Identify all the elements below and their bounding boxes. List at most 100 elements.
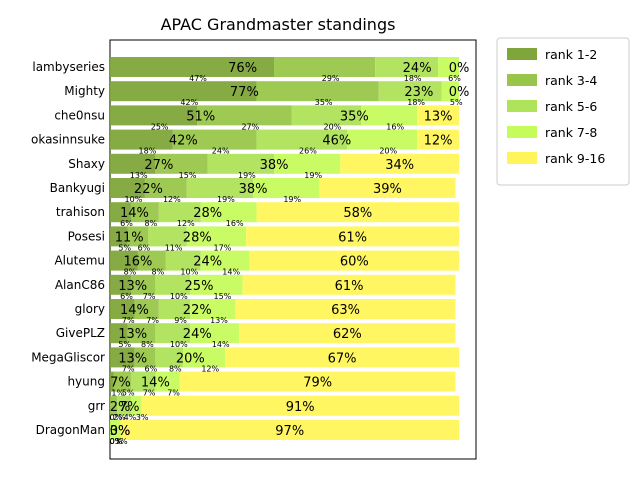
group-label: 23% (404, 85, 433, 100)
segment-label: 18% (407, 98, 425, 107)
group-label: 13% (118, 327, 147, 342)
group-label: 7% (110, 376, 131, 391)
segment-label: 2% (113, 413, 126, 422)
bar-segment (155, 371, 180, 392)
bar-segment (172, 129, 257, 150)
group-label: 67% (328, 351, 357, 366)
segment-label: 12% (177, 219, 195, 228)
legend-label: rank 9-16 (545, 151, 605, 166)
segment-label: 6% (145, 364, 158, 373)
legend-label: rank 3-4 (545, 73, 597, 88)
segment-label: 10% (170, 292, 188, 301)
bar-segment (120, 420, 459, 440)
bar-segment (256, 81, 379, 102)
bar-segment (155, 323, 191, 344)
segment-label: 8% (152, 268, 165, 277)
segment-label: 9% (174, 316, 187, 325)
bar-segment (155, 347, 184, 368)
group-label: 24% (193, 255, 222, 270)
segment-label: 7% (122, 364, 135, 373)
player-label: hyung (67, 375, 105, 389)
segment-label: 15% (214, 292, 232, 301)
segment-label: 8% (141, 340, 154, 349)
bar-segment (110, 274, 131, 295)
segment-label: 42% (180, 98, 198, 107)
bar-segment (186, 226, 247, 247)
segment-label: 5% (118, 340, 131, 349)
group-label: 14% (120, 206, 149, 221)
group-label: 13% (118, 351, 147, 366)
bar-segment (155, 274, 191, 295)
bar-segment (235, 299, 456, 319)
player-label: Bankyugi (50, 181, 105, 195)
segment-label: 0% (110, 437, 123, 446)
segment-label: 26% (299, 147, 317, 156)
group-label: 46% (322, 134, 351, 149)
segment-label: 15% (179, 171, 197, 180)
group-label: 16% (123, 255, 152, 270)
player-label: okasinnsuke (31, 133, 105, 147)
bar-segment (134, 299, 159, 319)
segment-label: 0% (110, 437, 123, 446)
bar-segment (110, 178, 145, 198)
segment-label: 3% (136, 413, 149, 422)
legend-label: rank 5-6 (545, 99, 597, 114)
segment-label: 6% (448, 74, 461, 83)
bar-segment (110, 226, 128, 247)
bar-segment (165, 250, 201, 271)
bar-segment (110, 202, 131, 223)
group-label: 77% (230, 85, 259, 100)
group-label: 24% (183, 327, 212, 342)
bar-segment (417, 129, 459, 150)
bar-segment (155, 153, 208, 174)
group-label: 79% (303, 376, 332, 391)
bar-segment (347, 129, 418, 150)
chart-title: APAC Grandmaster standings (161, 15, 396, 34)
segment-label: 5% (122, 389, 135, 398)
group-label: 35% (340, 109, 369, 124)
bar-segment (291, 105, 362, 126)
segment-label: 11% (165, 243, 183, 252)
bar-segment (110, 371, 114, 392)
bar-segment (378, 81, 442, 102)
bar-segment (148, 226, 187, 247)
bar-segment (274, 153, 341, 174)
player-label: glory (75, 302, 105, 316)
segment-label: 17% (214, 243, 232, 252)
legend-label: rank 1-2 (545, 47, 597, 62)
segment-label: 8% (145, 219, 158, 228)
group-label: 0% (449, 85, 470, 100)
bar-segment (110, 323, 128, 344)
group-label: 76% (228, 61, 257, 76)
segment-label: 14% (222, 268, 240, 277)
segment-label: 25% (151, 122, 169, 131)
bar-segment (340, 153, 459, 174)
legend-label: rank 7-8 (545, 125, 597, 140)
player-label: Mighty (64, 84, 105, 98)
segment-label: 6% (120, 219, 133, 228)
bar-segment (130, 274, 156, 295)
player-label: Posesi (68, 229, 105, 243)
bar-segment (256, 202, 459, 223)
segment-label: 7% (167, 389, 180, 398)
bar-segment (375, 57, 439, 77)
bar-segment (186, 178, 254, 198)
player-label: lambyseries (32, 60, 105, 74)
bar-segment (134, 347, 156, 368)
group-label: 60% (340, 255, 369, 270)
segment-label: 16% (386, 122, 404, 131)
bar-segment (319, 178, 456, 198)
group-label: 28% (183, 230, 212, 245)
player-label: DragonMan (36, 423, 105, 437)
segment-label: 12% (201, 364, 219, 373)
segment-label: 20% (379, 147, 397, 156)
segment-label: 7% (143, 389, 156, 398)
segment-label: 8% (169, 364, 182, 373)
player-label: AlanC86 (55, 278, 105, 292)
bar-segment (130, 371, 156, 392)
segment-label: 13% (130, 171, 148, 180)
segment-label: 47% (189, 74, 207, 83)
bar-segment (137, 250, 166, 271)
player-label: MegaGliscor (31, 350, 105, 364)
segment-label: 7% (122, 316, 135, 325)
